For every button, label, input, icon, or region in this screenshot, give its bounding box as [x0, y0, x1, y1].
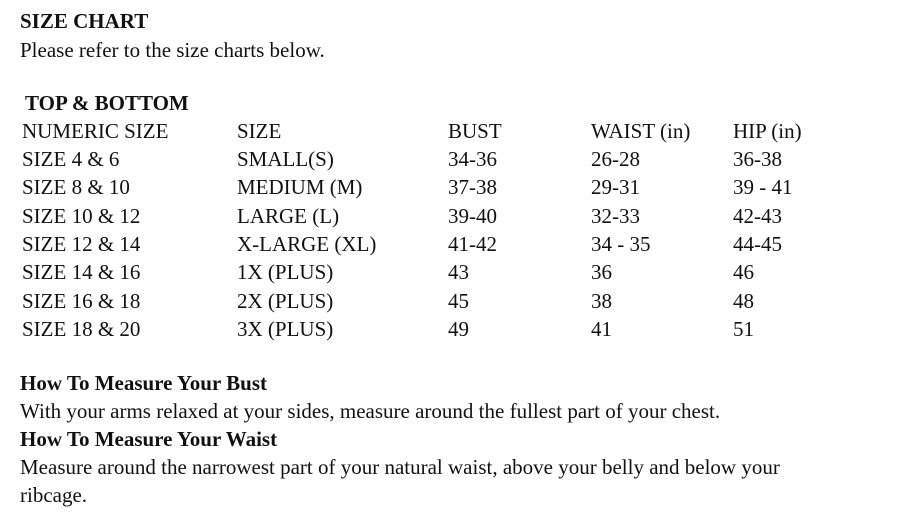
- table-row: SIZE 10 & 12 LARGE (L) 39-40 32-33 42-43: [0, 203, 900, 231]
- table-cell: 29-31: [591, 175, 640, 200]
- table-cell: 36-38: [733, 147, 782, 171]
- waist-instructions-cont: ribcage.: [20, 483, 88, 507]
- table-cell: SIZE 8 & 10: [22, 175, 130, 200]
- table-row: SIZE 14 & 16 1X (PLUS) 43 36 46: [0, 259, 900, 287]
- table-row: SIZE 18 & 20 3X (PLUS) 49 41 51: [0, 316, 900, 344]
- table-cell: SIZE 12 & 14: [22, 231, 141, 256]
- table-cell: 26-28: [591, 147, 640, 171]
- table-cell: 46: [733, 260, 754, 285]
- column-header: NUMERIC SIZE: [22, 119, 169, 143]
- table-cell: 44-45: [733, 231, 782, 256]
- table-cell: 38: [591, 288, 612, 313]
- table-cell: LARGE (L): [237, 203, 340, 228]
- column-header: SIZE: [237, 119, 282, 143]
- table-cell: 3X (PLUS): [237, 316, 334, 341]
- table-row: SIZE 12 & 14 X-LARGE (XL) 41-42 34 - 35 44-4…: [0, 231, 900, 259]
- table-cell: 42-43: [733, 203, 782, 228]
- table-cell: SIZE 14 & 16: [22, 260, 141, 285]
- table-cell: SMALL(S): [237, 147, 334, 171]
- table-cell: X-LARGE (XL): [237, 231, 377, 256]
- column-header: HIP (in): [733, 119, 802, 143]
- waist-instructions: Measure around the narrowest part of you…: [20, 455, 780, 479]
- table-cell: SIZE 4 & 6: [22, 147, 120, 171]
- table-cell: 41: [591, 316, 612, 341]
- table-cell: 2X (PLUS): [237, 288, 334, 313]
- table-cell: 43: [448, 260, 469, 285]
- table-cell: 36: [591, 260, 612, 285]
- table-cell: SIZE 16 & 18: [22, 288, 141, 313]
- table-cell: 34-36: [448, 147, 497, 171]
- table-cell: 32-33: [591, 203, 640, 228]
- bust-instructions: With your arms relaxed at your sides, me…: [20, 399, 721, 423]
- table-cell: 51: [733, 316, 754, 341]
- table-cell: 37-38: [448, 175, 497, 200]
- column-header: BUST: [448, 119, 502, 143]
- table-cell: SIZE 10 & 12: [22, 203, 141, 228]
- table-cell: SIZE 18 & 20: [22, 316, 141, 341]
- table-header-row: NUMERIC SIZE SIZE BUST WAIST (in) HIP (i…: [0, 118, 900, 146]
- waist-heading: How To Measure Your Waist: [20, 427, 278, 451]
- table-cell: 1X (PLUS): [237, 260, 334, 285]
- page-subtitle: Please refer to the size charts below.: [20, 38, 325, 62]
- table-cell: 39-40: [448, 203, 497, 228]
- column-header: WAIST (in): [591, 119, 691, 143]
- table-cell: 41-42: [448, 231, 497, 256]
- bust-heading: How To Measure Your Bust: [20, 371, 267, 395]
- table-cell: 45: [448, 288, 469, 313]
- table-row: SIZE 4 & 6 SMALL(S) 34-36 26-28 36-38: [0, 146, 900, 174]
- table-cell: MEDIUM (M): [237, 175, 363, 200]
- section-title: TOP & BOTTOM: [25, 91, 189, 115]
- table-row: SIZE 8 & 10 MEDIUM (M) 37-38 29-31 39 - 41: [0, 174, 900, 202]
- table-cell: 49: [448, 316, 469, 341]
- table-cell: 34 - 35: [591, 231, 651, 256]
- table-cell: 48: [733, 288, 754, 313]
- page-title: SIZE CHART: [20, 9, 149, 33]
- table-cell: 39 - 41: [733, 175, 793, 200]
- table-row: SIZE 16 & 18 2X (PLUS) 45 38 48: [0, 288, 900, 316]
